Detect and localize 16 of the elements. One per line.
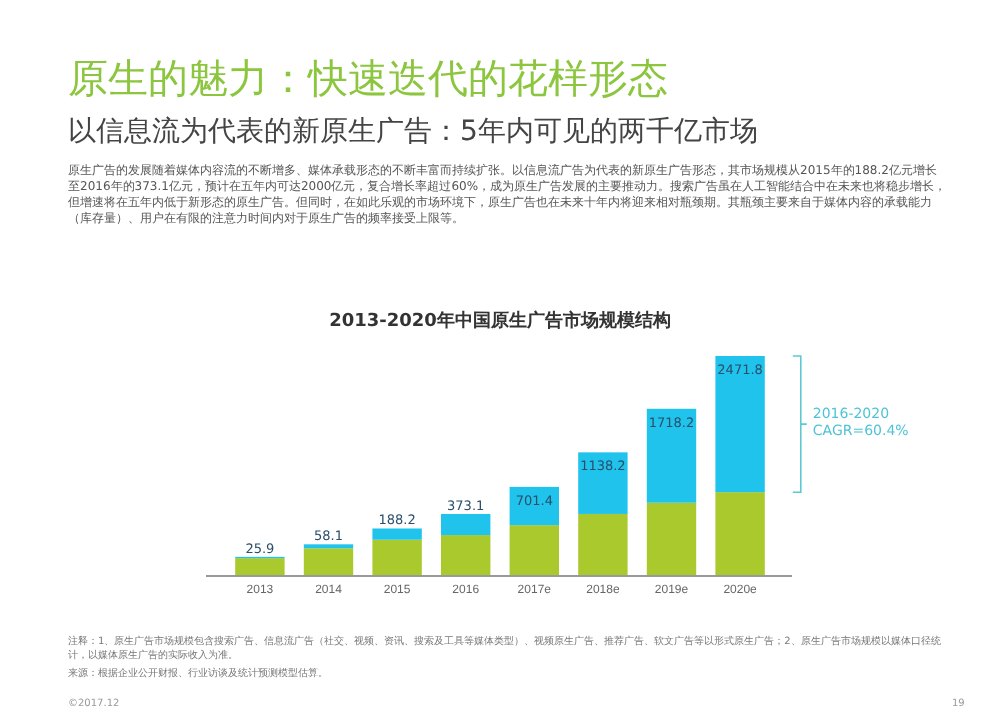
bar [509, 525, 559, 576]
bar [646, 502, 697, 576]
chart-title: 2013-2020年中国原生广告市场规模结构 [329, 310, 671, 332]
bar [646, 408, 697, 503]
bar [715, 492, 765, 576]
chart-subtitle: 以信息流为代表的新原生广告：5年内可见的两千亿市场 [68, 114, 760, 152]
bar [441, 513, 491, 536]
text: 原生的魅力：快速迭代的花样形态 [68, 52, 670, 106]
bar [372, 528, 422, 540]
bar [715, 356, 765, 493]
bar [578, 513, 628, 576]
bar [578, 452, 628, 514]
bar [441, 535, 491, 576]
bar [372, 539, 422, 576]
bar [303, 548, 354, 576]
bar [235, 558, 285, 576]
